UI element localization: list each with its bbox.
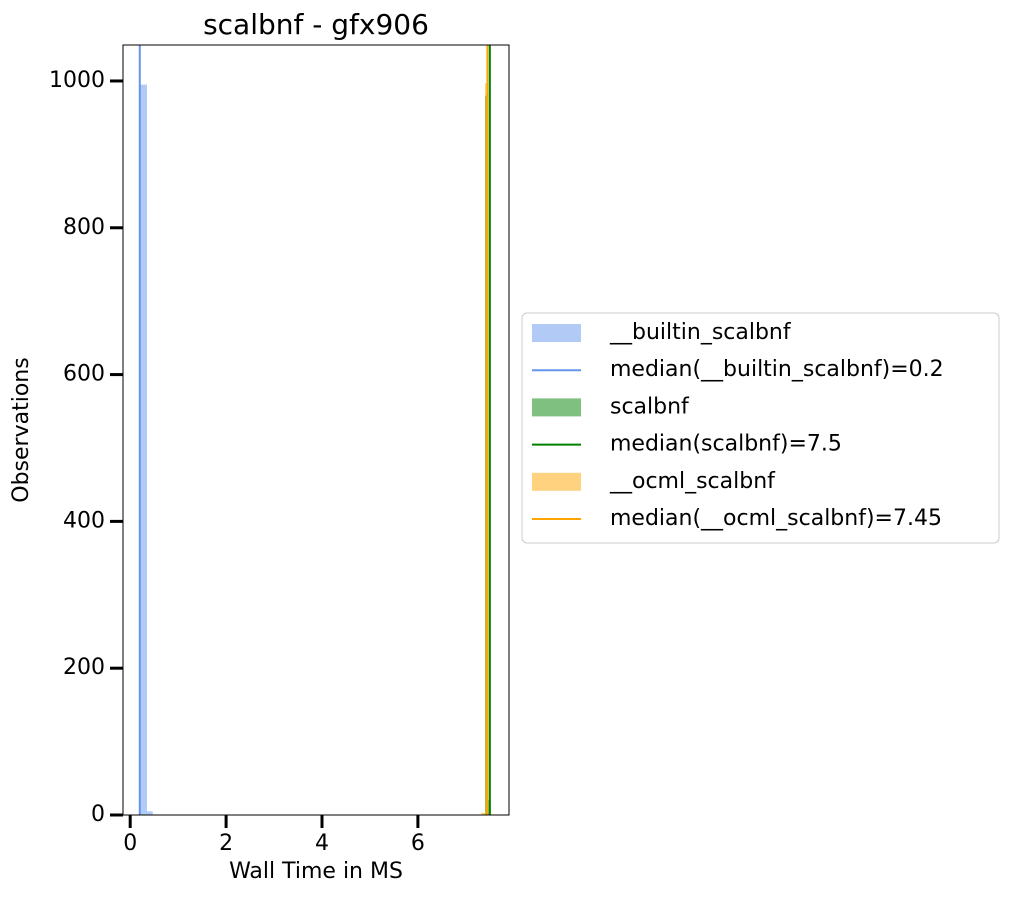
- y-tick-label: 0: [91, 802, 105, 827]
- y-tick-label: 800: [63, 215, 105, 240]
- legend: __builtin_scalbnf median(__builtin_scalbn…: [532, 320, 944, 531]
- legend-box: [521, 312, 1000, 544]
- chart-title: scalbnf - gfx906: [203, 8, 429, 41]
- histogram-bar: [481, 812, 486, 815]
- legend-swatch: [532, 398, 581, 417]
- legend-swatch: [532, 324, 581, 342]
- x-axis-label: Wall Time in MS: [229, 859, 403, 884]
- y-tick-label: 1000: [49, 68, 105, 93]
- histogram-bar: [146, 811, 153, 815]
- legend-label: __builtin_scalbnf: [609, 320, 792, 345]
- legend-label: median(__builtin_scalbnf)=0.2: [610, 357, 944, 382]
- x-tick-label: 4: [315, 831, 329, 856]
- x-tick-label: 0: [123, 831, 137, 856]
- y-tick-label: 200: [63, 655, 105, 680]
- legend-label: scalbnf: [610, 394, 690, 419]
- plot-area: [138, 45, 491, 816]
- legend-label: median(__ocml_scalbnf)=7.45: [610, 506, 942, 531]
- legend-swatch: [532, 472, 581, 491]
- y-tick-label: 400: [63, 508, 105, 533]
- legend-label: __ocml_scalbnf: [609, 469, 776, 494]
- y-axis-label: Observations: [9, 357, 34, 502]
- y-tick-label: 600: [63, 362, 105, 387]
- x-tick-label: 6: [411, 831, 425, 856]
- histogram-bar: [140, 84, 147, 815]
- legend-label: median(scalbnf)=7.5: [610, 432, 842, 457]
- plot-frame: [122, 44, 510, 816]
- x-tick-label: 2: [219, 831, 233, 856]
